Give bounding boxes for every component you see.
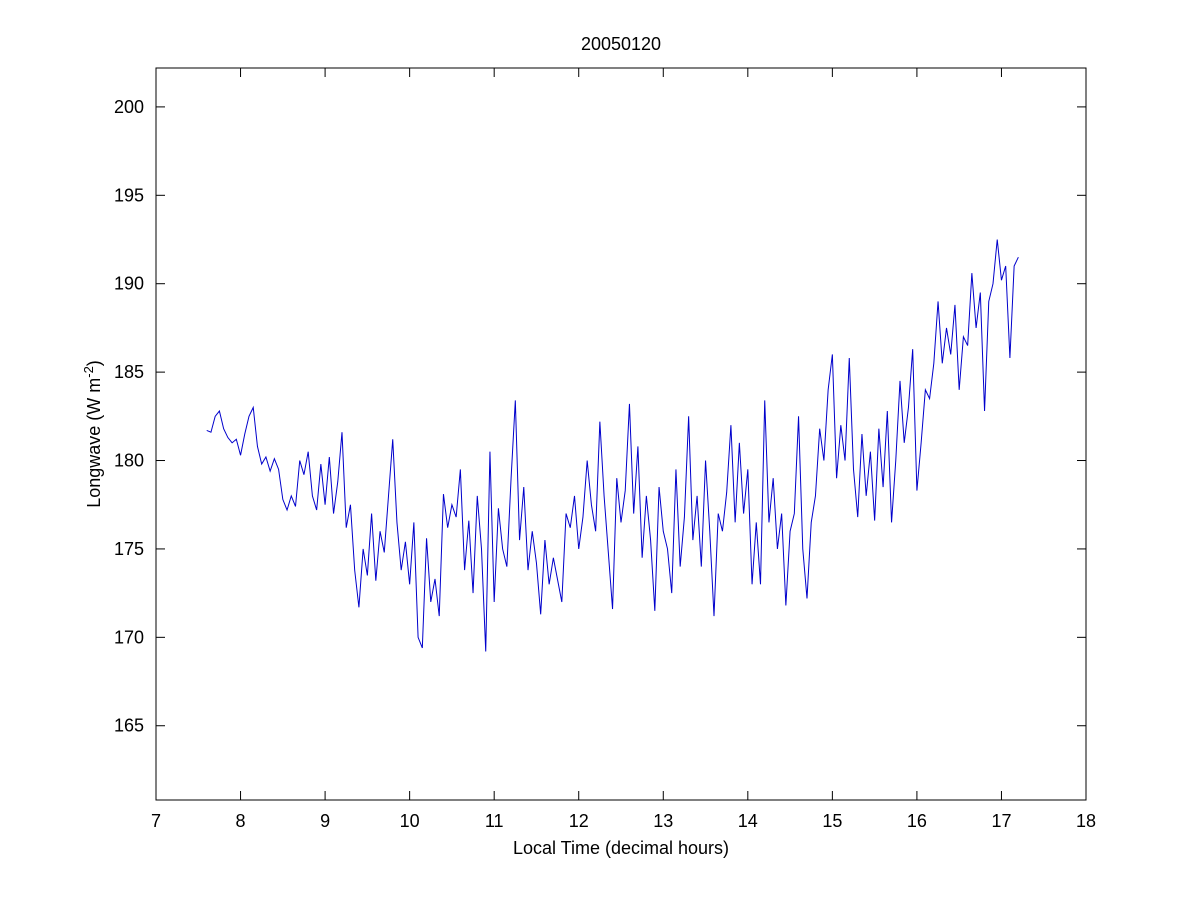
y-tick-label: 165 [114, 716, 144, 736]
y-axis-label: Longwave (W m-2) [81, 360, 104, 508]
y-label-main: Longwave (W m [84, 378, 104, 508]
chart-title: 20050120 [581, 34, 661, 54]
y-tick-label: 170 [114, 627, 144, 647]
x-tick-label: 18 [1076, 811, 1096, 831]
x-tick-label: 14 [738, 811, 758, 831]
y-tick-label: 185 [114, 362, 144, 382]
y-tick-label: 180 [114, 451, 144, 471]
x-tick-label: 9 [320, 811, 330, 831]
y-tick-label: 175 [114, 539, 144, 559]
x-tick-label: 11 [485, 811, 504, 831]
x-tick-label: 15 [822, 811, 842, 831]
x-axis-label: Local Time (decimal hours) [513, 838, 729, 858]
y-label-sup: -2 [81, 366, 96, 378]
y-tick-label: 190 [114, 274, 144, 294]
y-tick-label: 195 [114, 185, 144, 205]
x-tick-label: 8 [236, 811, 246, 831]
x-tick-label: 12 [569, 811, 589, 831]
x-tick-label: 17 [991, 811, 1011, 831]
plot-frame [155, 67, 1087, 801]
x-tick-label: 10 [400, 811, 420, 831]
x-tick-label: 7 [151, 811, 161, 831]
y-tick-label: 200 [114, 97, 144, 117]
x-tick-label: 13 [653, 811, 673, 831]
y-label-end: ) [84, 360, 104, 366]
data-line [206, 239, 1019, 652]
x-tick-label: 16 [907, 811, 927, 831]
